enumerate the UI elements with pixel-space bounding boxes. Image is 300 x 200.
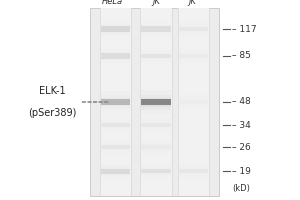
- Bar: [141, 50, 171, 62]
- Bar: [100, 50, 130, 62]
- Bar: [141, 98, 171, 106]
- Bar: [178, 50, 208, 62]
- Bar: [141, 115, 171, 135]
- Bar: [100, 115, 130, 135]
- Bar: [100, 91, 130, 113]
- Text: – 19: – 19: [232, 166, 251, 176]
- Bar: [178, 19, 208, 39]
- Bar: [178, 8, 209, 196]
- Bar: [100, 137, 130, 157]
- Bar: [141, 121, 171, 129]
- Bar: [100, 26, 130, 32]
- Bar: [100, 95, 130, 109]
- Bar: [141, 95, 171, 110]
- Bar: [100, 98, 130, 106]
- Text: – 85: – 85: [232, 51, 251, 60]
- Bar: [141, 54, 171, 58]
- Bar: [100, 165, 130, 177]
- Bar: [100, 143, 130, 151]
- Bar: [178, 25, 208, 33]
- Bar: [100, 23, 130, 35]
- Bar: [100, 167, 130, 175]
- Text: HeLa: HeLa: [102, 0, 123, 6]
- Bar: [178, 167, 208, 175]
- Bar: [100, 123, 130, 127]
- Bar: [141, 169, 171, 173]
- Bar: [178, 23, 208, 35]
- Bar: [100, 99, 130, 105]
- Bar: [100, 53, 130, 58]
- Bar: [178, 161, 208, 181]
- Bar: [178, 54, 208, 58]
- Bar: [140, 8, 172, 196]
- Text: JK: JK: [188, 0, 196, 6]
- Bar: [141, 143, 171, 151]
- Bar: [100, 161, 130, 181]
- Bar: [178, 165, 208, 177]
- Bar: [141, 90, 171, 114]
- Bar: [141, 141, 171, 153]
- Bar: [141, 25, 171, 33]
- Bar: [141, 145, 171, 149]
- Bar: [141, 167, 171, 175]
- Bar: [100, 52, 130, 60]
- Bar: [100, 119, 130, 131]
- Text: (pSer389): (pSer389): [28, 108, 77, 118]
- Text: – 26: – 26: [232, 142, 251, 152]
- Bar: [141, 26, 171, 31]
- Bar: [141, 123, 171, 127]
- Bar: [100, 25, 130, 33]
- Bar: [178, 100, 208, 104]
- Bar: [141, 138, 171, 156]
- Text: JK: JK: [152, 0, 160, 6]
- Bar: [100, 46, 130, 66]
- Text: (kD): (kD): [232, 184, 250, 192]
- Bar: [178, 99, 208, 105]
- Bar: [100, 141, 130, 153]
- Bar: [141, 161, 171, 181]
- Bar: [100, 145, 130, 149]
- Bar: [178, 169, 208, 173]
- Bar: [141, 52, 171, 60]
- Bar: [178, 27, 208, 31]
- Bar: [100, 19, 130, 39]
- Bar: [178, 52, 208, 60]
- Bar: [141, 46, 171, 66]
- Text: – 117: – 117: [232, 24, 257, 33]
- Bar: [178, 47, 208, 65]
- Text: – 34: – 34: [232, 120, 251, 130]
- Bar: [141, 23, 171, 35]
- Bar: [178, 96, 208, 108]
- Bar: [100, 168, 130, 174]
- Text: – 48: – 48: [232, 98, 251, 106]
- Bar: [100, 8, 131, 196]
- Bar: [141, 19, 171, 39]
- Bar: [141, 119, 171, 131]
- Bar: [178, 93, 208, 111]
- Text: ELK-1: ELK-1: [39, 86, 66, 96]
- Bar: [141, 165, 171, 177]
- Bar: [90, 8, 219, 196]
- Bar: [100, 121, 130, 129]
- Bar: [141, 99, 171, 105]
